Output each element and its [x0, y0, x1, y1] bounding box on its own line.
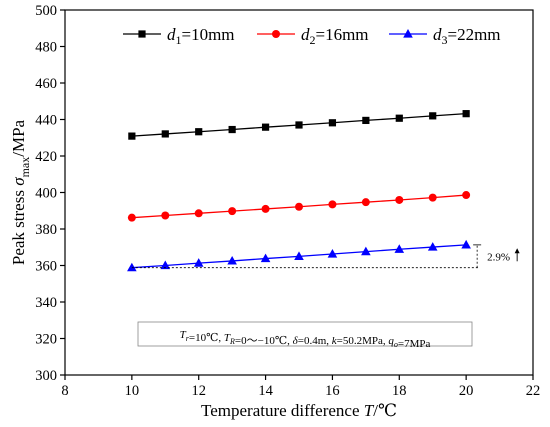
x-axis-title: Temperature difference T/℃	[201, 401, 397, 420]
legend: d1=10mm d2=16mm d3=22mm	[123, 25, 501, 47]
data-point	[361, 246, 371, 256]
y-tick-label: 420	[35, 149, 57, 165]
x-tick-label: 14	[258, 383, 273, 399]
legend-marker	[403, 29, 413, 38]
y-tick-label: 440	[35, 113, 57, 129]
data-point	[427, 242, 438, 251]
legend-item-1: d1=10mm	[123, 25, 235, 47]
legend-label: d1=10mm	[167, 25, 235, 47]
data-point	[128, 132, 136, 140]
axes-layer: 8 10 12 14 16 18 20 22 300 320 340 360 380 400 420 440 4…	[9, 3, 540, 420]
data-point	[461, 239, 471, 249]
legend-item-3: d3=22mm	[389, 25, 501, 47]
x-tick-label: 12	[191, 383, 206, 399]
y-tick-label: 360	[35, 259, 57, 275]
data-point	[228, 125, 236, 134]
data-point	[395, 195, 404, 204]
legend-label: d3=22mm	[433, 25, 501, 47]
data-point	[328, 200, 337, 209]
series-2	[127, 191, 471, 222]
legend-marker	[272, 30, 280, 38]
data-point	[127, 213, 136, 222]
series-layer	[127, 110, 471, 272]
data-point	[195, 128, 203, 136]
series-1	[128, 110, 470, 140]
annotation-layer: 2.9% Tr=10℃, TR=0～−10℃, δ=0.4m, k=50.2MPa…	[131, 244, 520, 350]
data-point	[194, 209, 203, 218]
y-tick-label: 460	[35, 76, 57, 92]
data-point	[260, 253, 271, 263]
legend-item-2: d2=16mm	[257, 25, 369, 47]
data-point	[462, 110, 470, 118]
data-point	[295, 202, 303, 211]
y-tick-label: 340	[35, 295, 57, 311]
y-tick-label: 380	[35, 222, 57, 238]
data-point	[228, 207, 237, 216]
x-tick-label: 8	[61, 383, 68, 399]
data-point	[328, 119, 337, 127]
series-3	[127, 239, 471, 272]
parameter-box	[137, 321, 473, 347]
increase-arrow-head	[514, 248, 520, 254]
y-tick-label: 300	[35, 368, 57, 384]
legend-label: d2=16mm	[301, 25, 369, 47]
x-tick-label: 10	[125, 383, 140, 399]
data-point	[295, 121, 303, 129]
x-tick-label: 20	[459, 383, 474, 399]
y-tick-label: 400	[35, 186, 57, 202]
data-point	[327, 249, 338, 258]
y-tick-label: 500	[35, 3, 57, 19]
data-point	[294, 251, 304, 260]
data-point	[362, 116, 370, 125]
data-point	[462, 191, 471, 200]
data-point	[428, 193, 437, 202]
y-tick-label: 480	[35, 40, 57, 56]
data-point	[127, 262, 137, 272]
x-tick-label: 22	[526, 383, 541, 399]
percent-label: 2.9%	[487, 251, 510, 263]
data-point	[193, 258, 204, 267]
data-point	[261, 204, 270, 213]
data-point	[160, 260, 171, 270]
plot-frame	[64, 9, 534, 376]
data-point	[395, 114, 403, 122]
y-axis-title: Peak stress σmax/MPa	[9, 119, 32, 265]
data-point	[429, 112, 437, 120]
data-point	[161, 130, 169, 138]
y-tick-label: 320	[35, 332, 57, 348]
data-point	[261, 123, 270, 131]
x-tick-label: 18	[392, 383, 407, 399]
x-tick-label: 16	[325, 383, 340, 399]
parameter-text: Tr=10℃, TR=0～−10℃, δ=0.4m, k=50.2MPa, qo…	[180, 329, 431, 350]
data-point	[361, 198, 370, 207]
legend-marker	[138, 30, 146, 38]
data-point	[161, 211, 170, 220]
data-point	[394, 244, 405, 253]
data-point	[227, 255, 237, 265]
